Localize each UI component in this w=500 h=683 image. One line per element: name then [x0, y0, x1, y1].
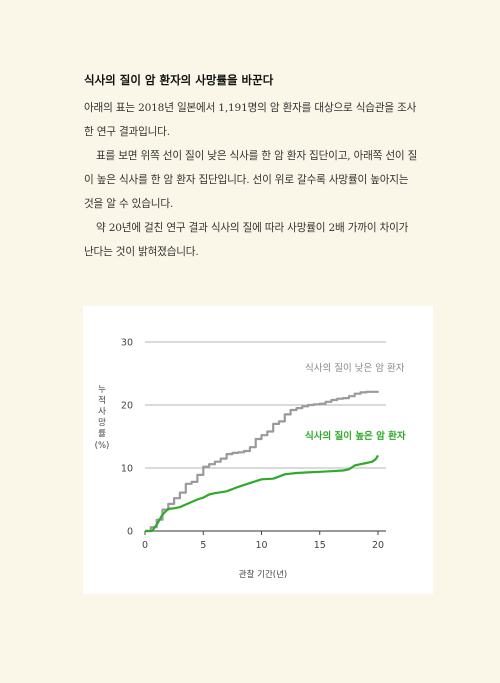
y-tick-label: 10: [121, 464, 133, 475]
y-label-char: 망: [98, 417, 106, 428]
paragraph-intro: 아래의 표는 2018년 일본에서 1,191명의 암 환자를 대상으로 식습관…: [84, 102, 417, 138]
legend-high-quality: 식사의 질이 높은 암 환자: [305, 430, 406, 442]
grid: [145, 341, 386, 469]
x-tick-label: 10: [255, 540, 267, 551]
tick-labels: 0 10 20 30 0 5 10 15 20: [121, 338, 384, 552]
y-tick-label: 0: [127, 527, 133, 538]
x-tick-label: 0: [142, 540, 148, 551]
legend-low-quality: 식사의 질이 낮은 암 환자: [305, 362, 405, 374]
y-tick-label: 30: [121, 338, 133, 349]
y-label-char: 누: [98, 385, 106, 395]
article-body: 아래의 표는 2018년 일본에서 1,191명의 암 환자를 대상으로 식습관…: [84, 96, 418, 264]
y-label-char: 률: [98, 429, 106, 439]
x-tick-label: 20: [372, 540, 384, 551]
axes: [144, 530, 386, 535]
y-label-char: 사: [98, 407, 106, 417]
paragraph-conclusion: 약 20년에 걸친 연구 결과 식사의 질에 따라 사망률이 2배 가까이 차이…: [84, 222, 409, 258]
y-label-unit: (%): [95, 441, 110, 451]
x-tick-label: 15: [314, 540, 326, 551]
y-label-char: 적: [98, 395, 106, 406]
article-heading: 식사의 질이 암 환자의 사망률을 바꾼다: [84, 73, 274, 87]
x-tick-label: 5: [200, 540, 206, 551]
series-line-high-quality: [145, 454, 379, 533]
x-axis-label: 관찰 기간(년): [239, 569, 287, 580]
mortality-chart: 0 10 20 30 0 5 10 15 20 관찰 기간(년) 누 적 사 망 률 (%) 식사의 질이…: [83, 306, 433, 594]
paragraph-explanation: 표를 보면 위쪽 선이 질이 낮은 식사를 한 암 환자 집단이고, 아래쪽 선…: [84, 150, 418, 210]
series: [145, 390, 380, 533]
y-tick-label: 20: [121, 401, 133, 412]
series-line-low-quality: [145, 390, 380, 533]
